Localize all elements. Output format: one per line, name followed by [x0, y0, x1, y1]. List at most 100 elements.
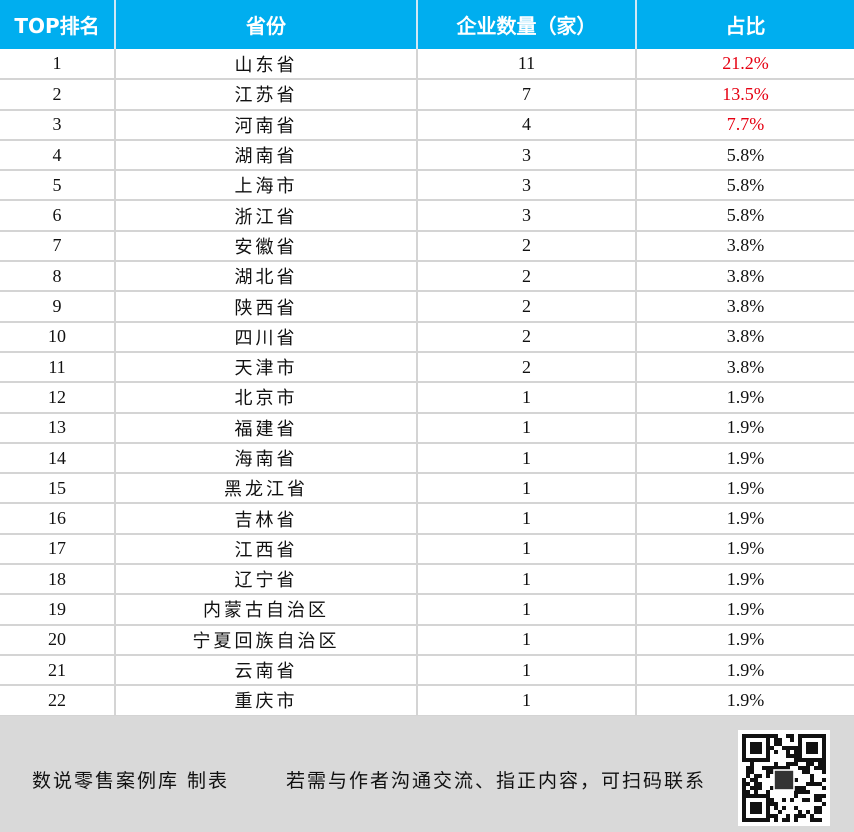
table-row: 15 黑龙江省 1 1.9% — [0, 473, 854, 505]
province-cell: 海南省 — [115, 442, 418, 475]
share-cell: 1.9% — [636, 533, 854, 566]
share-cell: 5.8% — [636, 139, 854, 172]
table-row: 19 内蒙古自治区 1 1.9% — [0, 594, 854, 626]
share-cell: 5.8% — [636, 170, 854, 202]
footer: 数说零售案例库 制表 若需与作者沟通交流、指正内容，可扫码联系 — [0, 716, 854, 832]
count-cell: 1 — [417, 624, 637, 656]
count-cell: 2 — [417, 351, 637, 384]
rank-cell: 5 — [0, 170, 116, 202]
rank-cell: 8 — [0, 261, 116, 293]
count-cell: 1 — [417, 473, 637, 505]
share-cell: 1.9% — [636, 564, 854, 596]
table-row: 10 四川省 2 3.8% — [0, 321, 854, 353]
table-row: 11 天津市 2 3.8% — [0, 351, 854, 384]
header-rank: TOP排名 — [0, 0, 116, 49]
province-cell: 云南省 — [115, 654, 418, 687]
share-cell: 3.8% — [636, 230, 854, 263]
rank-cell: 6 — [0, 200, 116, 232]
province-cell: 四川省 — [115, 321, 418, 353]
header-share: 占比 — [636, 0, 854, 49]
rank-cell: 17 — [0, 533, 116, 566]
province-cell: 山东省 — [115, 49, 418, 81]
table-row: 18 辽宁省 1 1.9% — [0, 564, 854, 596]
share-cell: 3.8% — [636, 291, 854, 323]
share-cell: 3.8% — [636, 321, 854, 353]
rank-cell: 15 — [0, 473, 116, 505]
table-row: 20 宁夏回族自治区 1 1.9% — [0, 624, 854, 656]
header-province: 省份 — [115, 0, 418, 49]
province-cell: 湖北省 — [115, 261, 418, 293]
rank-cell: 3 — [0, 109, 116, 141]
rank-cell: 9 — [0, 291, 116, 323]
count-cell: 2 — [417, 230, 637, 263]
ranking-table: TOP排名 省份 企业数量（家） 占比 1 山东省 11 21.2% 2 江苏省 7 13.5… — [0, 0, 854, 717]
table-row: 12 北京市 1 1.9% — [0, 382, 854, 414]
table-row: 5 上海市 3 5.8% — [0, 170, 854, 202]
table-row: 7 安徽省 2 3.8% — [0, 230, 854, 263]
count-cell: 1 — [417, 654, 637, 687]
count-cell: 2 — [417, 261, 637, 293]
rank-cell: 12 — [0, 382, 116, 414]
count-cell: 1 — [417, 685, 637, 717]
province-cell: 河南省 — [115, 109, 418, 141]
share-cell: 21.2% — [636, 49, 854, 81]
province-cell: 内蒙古自治区 — [115, 594, 418, 626]
rank-cell: 22 — [0, 685, 116, 717]
province-cell: 浙江省 — [115, 200, 418, 232]
count-cell: 1 — [417, 382, 637, 414]
table-row: 13 福建省 1 1.9% — [0, 412, 854, 444]
table-row: 21 云南省 1 1.9% — [0, 654, 854, 687]
province-cell: 安徽省 — [115, 230, 418, 263]
share-cell: 1.9% — [636, 654, 854, 687]
share-cell: 1.9% — [636, 473, 854, 505]
province-cell: 黑龙江省 — [115, 473, 418, 505]
rank-cell: 16 — [0, 503, 116, 535]
table-row: 1 山东省 11 21.2% — [0, 49, 854, 81]
table-row: 8 湖北省 2 3.8% — [0, 261, 854, 293]
table-row: 4 湖南省 3 5.8% — [0, 139, 854, 172]
count-cell: 11 — [417, 49, 637, 81]
table-row: 9 陕西省 2 3.8% — [0, 291, 854, 323]
rank-cell: 21 — [0, 654, 116, 687]
count-cell: 4 — [417, 109, 637, 141]
share-cell: 1.9% — [636, 594, 854, 626]
share-cell: 3.8% — [636, 261, 854, 293]
count-cell: 2 — [417, 291, 637, 323]
count-cell: 1 — [417, 594, 637, 626]
share-cell: 5.8% — [636, 200, 854, 232]
province-cell: 天津市 — [115, 351, 418, 384]
province-cell: 陕西省 — [115, 291, 418, 323]
count-cell: 3 — [417, 170, 637, 202]
count-cell: 1 — [417, 412, 637, 444]
province-cell: 重庆市 — [115, 685, 418, 717]
count-cell: 1 — [417, 442, 637, 475]
rank-cell: 19 — [0, 594, 116, 626]
share-cell: 1.9% — [636, 685, 854, 717]
qr-code-icon — [738, 730, 830, 826]
header-row: TOP排名 省份 企业数量（家） 占比 — [0, 0, 854, 49]
share-cell: 3.8% — [636, 351, 854, 384]
share-cell: 1.9% — [636, 412, 854, 444]
share-cell: 1.9% — [636, 503, 854, 535]
count-cell: 2 — [417, 321, 637, 353]
share-cell: 13.5% — [636, 79, 854, 111]
province-cell: 吉林省 — [115, 503, 418, 535]
rank-cell: 11 — [0, 351, 116, 384]
credit-text: 数说零售案例库 制表 — [32, 770, 230, 792]
count-cell: 1 — [417, 503, 637, 535]
province-cell: 江苏省 — [115, 79, 418, 111]
rank-cell: 10 — [0, 321, 116, 353]
count-cell: 1 — [417, 533, 637, 566]
rank-cell: 4 — [0, 139, 116, 172]
share-cell: 1.9% — [636, 442, 854, 475]
header-count: 企业数量（家） — [417, 0, 637, 49]
table-row: 2 江苏省 7 13.5% — [0, 79, 854, 111]
rank-cell: 1 — [0, 49, 116, 81]
rank-cell: 2 — [0, 79, 116, 111]
count-cell: 7 — [417, 79, 637, 111]
rank-cell: 18 — [0, 564, 116, 596]
contact-text: 若需与作者沟通交流、指正内容，可扫码联系 — [286, 770, 707, 792]
share-cell: 7.7% — [636, 109, 854, 141]
province-cell: 辽宁省 — [115, 564, 418, 596]
rank-cell: 13 — [0, 412, 116, 444]
